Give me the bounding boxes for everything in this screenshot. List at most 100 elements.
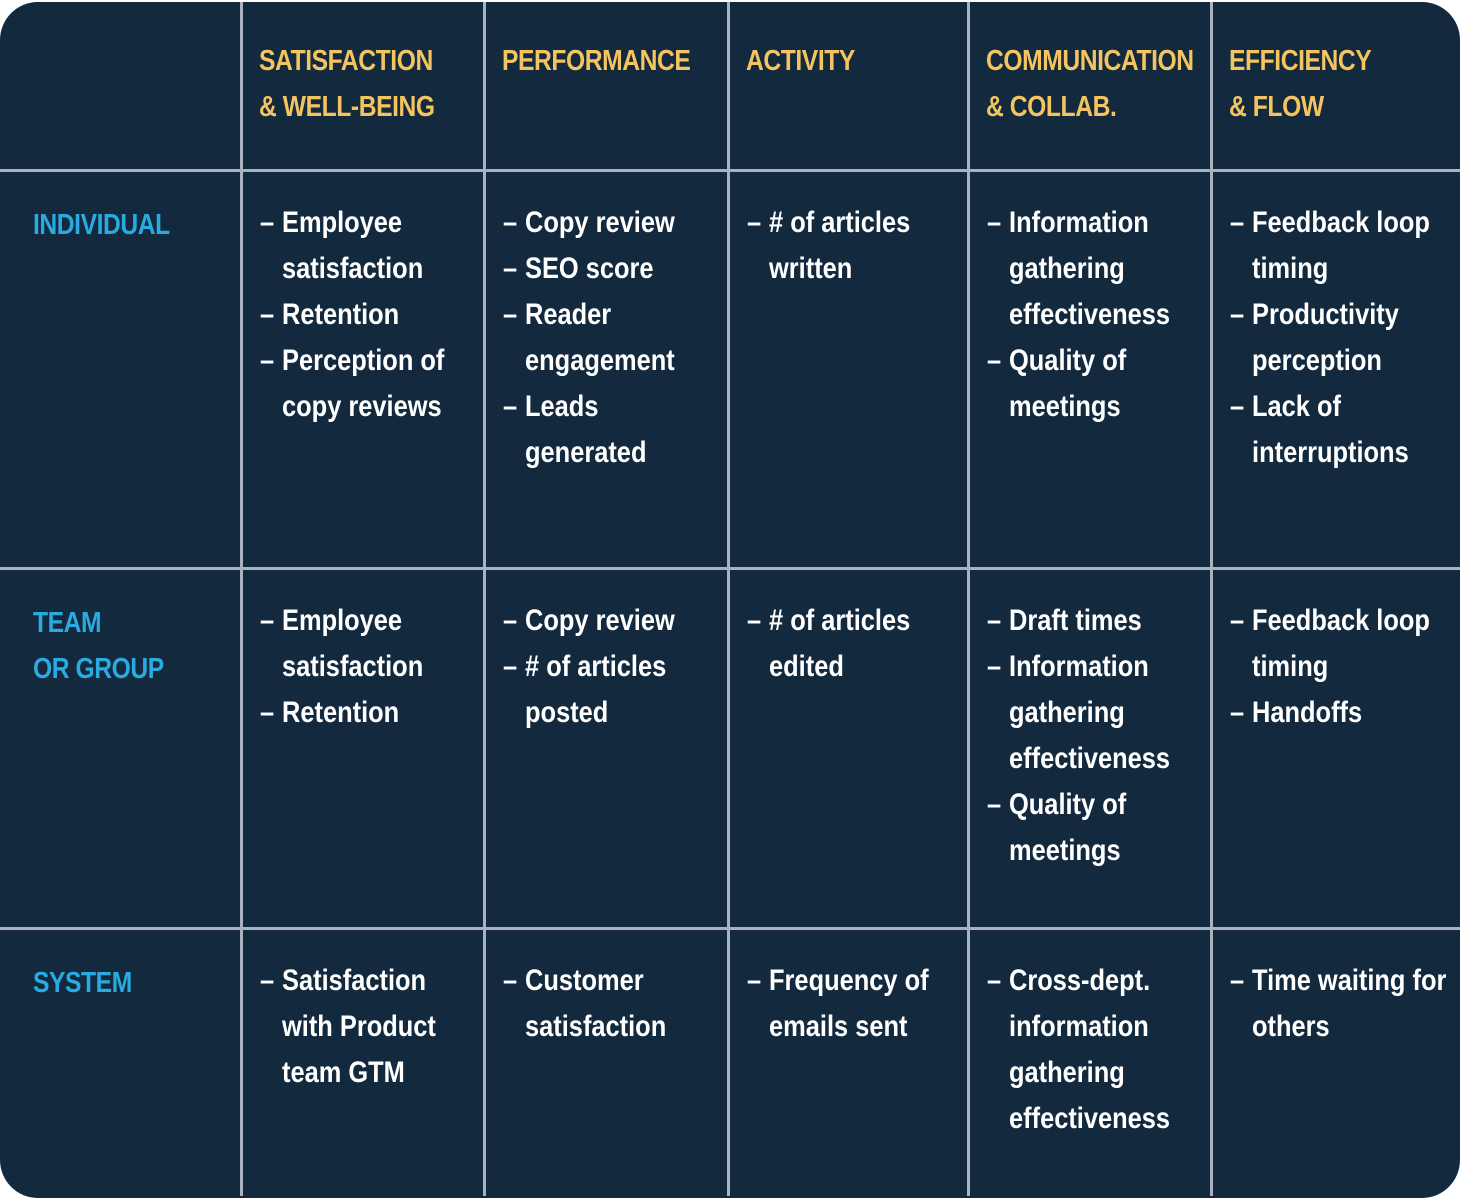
metric-text: Reader engagement	[525, 298, 675, 377]
cell-team-activity: – # of articles edited	[730, 570, 970, 930]
metric-list: – Employee satisfaction – Retention	[260, 598, 477, 736]
bullet-dash: –	[1230, 964, 1245, 997]
metric-item: – Perception of copy reviews	[260, 338, 477, 430]
metric-item: – Time waiting for others	[1230, 958, 1454, 1050]
metric-text: Information gathering effectiveness	[1009, 206, 1171, 331]
bullet-dash: –	[747, 206, 762, 239]
metric-text: Information gathering effectiveness	[1009, 650, 1171, 775]
cell-individual-efficiency: – Feedback loop timing – Productivity perc…	[1213, 172, 1460, 570]
row-label-text: TEAM OR GROUP	[33, 607, 164, 685]
bullet-dash: –	[1230, 696, 1245, 729]
metric-item: – Frequency of emails sent	[747, 958, 961, 1050]
cell-system-efficiency: – Time waiting for others	[1213, 930, 1460, 1196]
cell-system-satisfaction: – Satisfaction with Product team GTM	[243, 930, 486, 1196]
metric-item: – Satisfaction with Product team GTM	[260, 958, 477, 1096]
metric-text: Productivity perception	[1252, 298, 1399, 377]
bullet-dash: –	[503, 252, 518, 285]
metric-text: # of articles written	[769, 206, 911, 285]
cell-team-satisfaction: – Employee satisfaction – Retention	[243, 570, 486, 930]
metric-item: – Productivity perception	[1230, 292, 1454, 384]
metric-list: – Feedback loop timing – Handoffs	[1230, 598, 1454, 736]
metric-text: Handoffs	[1252, 696, 1363, 729]
metric-text: Leads generated	[525, 390, 647, 469]
metric-list: – Feedback loop timing – Productivity perc…	[1230, 200, 1454, 476]
metric-list: – # of articles edited	[747, 598, 961, 690]
metric-item: – # of articles written	[747, 200, 961, 292]
cell-individual-activity: – # of articles written	[730, 172, 970, 570]
metric-list: – Copy review – # of articles posted	[503, 598, 721, 736]
bullet-dash: –	[260, 344, 275, 377]
bullet-dash: –	[503, 964, 518, 997]
column-header-label: SATISFACTION & WELL-BEING	[259, 45, 435, 123]
metric-item: – Quality of meetings	[987, 782, 1204, 874]
bullet-dash: –	[260, 964, 275, 997]
metric-item: – Handoffs	[1230, 690, 1454, 736]
metric-list: – Customer satisfaction	[503, 958, 721, 1050]
cell-team-communication: – Draft times – Information gathering effe…	[970, 570, 1213, 930]
metric-list: – # of articles written	[747, 200, 961, 292]
column-header-activity: ACTIVITY	[730, 2, 970, 172]
metric-list: – Employee satisfaction – Retention – Perce…	[260, 200, 477, 430]
bullet-dash: –	[1230, 298, 1245, 331]
column-header-label: COMMUNICATION & COLLAB.	[986, 45, 1194, 123]
bullet-dash: –	[503, 206, 518, 239]
bullet-dash: –	[987, 650, 1002, 683]
bullet-dash: –	[503, 650, 518, 683]
metric-item: – Cross-dept. information gathering effec…	[987, 958, 1204, 1142]
column-header-label: EFFICIENCY & FLOW	[1229, 45, 1372, 123]
metric-text: Time waiting for others	[1252, 964, 1447, 1043]
bullet-dash: –	[987, 964, 1002, 997]
metric-text: Frequency of emails sent	[769, 964, 929, 1043]
metric-text: # of articles edited	[769, 604, 911, 683]
bullet-dash: –	[1230, 390, 1245, 423]
metric-text: Employee satisfaction	[282, 604, 424, 683]
metric-text: Draft times	[1009, 604, 1142, 637]
metric-item: – Customer satisfaction	[503, 958, 721, 1050]
metric-item: – # of articles edited	[747, 598, 961, 690]
metric-text: Cross-dept. information gathering effect…	[1009, 964, 1171, 1135]
bullet-dash: –	[987, 344, 1002, 377]
metric-item: – Lack of interruptions	[1230, 384, 1454, 476]
metric-item: – Employee satisfaction	[260, 598, 477, 690]
metric-item: – Copy review	[503, 200, 721, 246]
cell-system-communication: – Cross-dept. information gathering effec…	[970, 930, 1213, 1196]
metric-text: Copy review	[525, 206, 675, 239]
metric-list: – Information gathering effectiveness – Qu…	[987, 200, 1204, 430]
bullet-dash: –	[503, 298, 518, 331]
cell-individual-communication: – Information gathering effectiveness – Qu…	[970, 172, 1213, 570]
metric-text: # of articles posted	[525, 650, 667, 729]
bullet-dash: –	[1230, 206, 1245, 239]
metric-item: – SEO score	[503, 246, 721, 292]
metric-text: Satisfaction with Product team GTM	[282, 964, 436, 1089]
metric-item: – Leads generated	[503, 384, 721, 476]
metric-list: – Draft times – Information gathering effe…	[987, 598, 1204, 874]
metric-item: – Reader engagement	[503, 292, 721, 384]
bullet-dash: –	[987, 206, 1002, 239]
row-label-individual: INDIVIDUAL	[0, 172, 243, 570]
bullet-dash: –	[260, 604, 275, 637]
metric-item: – Draft times	[987, 598, 1204, 644]
metric-text: Lack of interruptions	[1252, 390, 1409, 469]
metric-item: – Copy review	[503, 598, 721, 644]
cell-system-activity: – Frequency of emails sent	[730, 930, 970, 1196]
column-header-satisfaction: SATISFACTION & WELL-BEING	[243, 2, 486, 172]
row-label-text: SYSTEM	[33, 967, 132, 999]
row-label-system: SYSTEM	[0, 930, 243, 1196]
cell-individual-performance: – Copy review – SEO score – Reader engageme…	[486, 172, 730, 570]
bullet-dash: –	[503, 390, 518, 423]
header-corner-cell	[0, 2, 243, 172]
metric-item: – Feedback loop timing	[1230, 200, 1454, 292]
metric-item: – # of articles posted	[503, 644, 721, 736]
column-header-performance: PERFORMANCE	[486, 2, 730, 172]
bullet-dash: –	[747, 964, 762, 997]
metric-list: – Time waiting for others	[1230, 958, 1454, 1050]
bullet-dash: –	[260, 206, 275, 239]
metric-text: Quality of meetings	[1009, 344, 1127, 423]
metric-item: – Information gathering effectiveness	[987, 644, 1204, 782]
cell-team-efficiency: – Feedback loop timing – Handoffs	[1213, 570, 1460, 930]
metric-text: Feedback loop timing	[1252, 206, 1430, 285]
bullet-dash: –	[260, 298, 275, 331]
row-label-text: INDIVIDUAL	[33, 209, 170, 241]
bullet-dash: –	[747, 604, 762, 637]
